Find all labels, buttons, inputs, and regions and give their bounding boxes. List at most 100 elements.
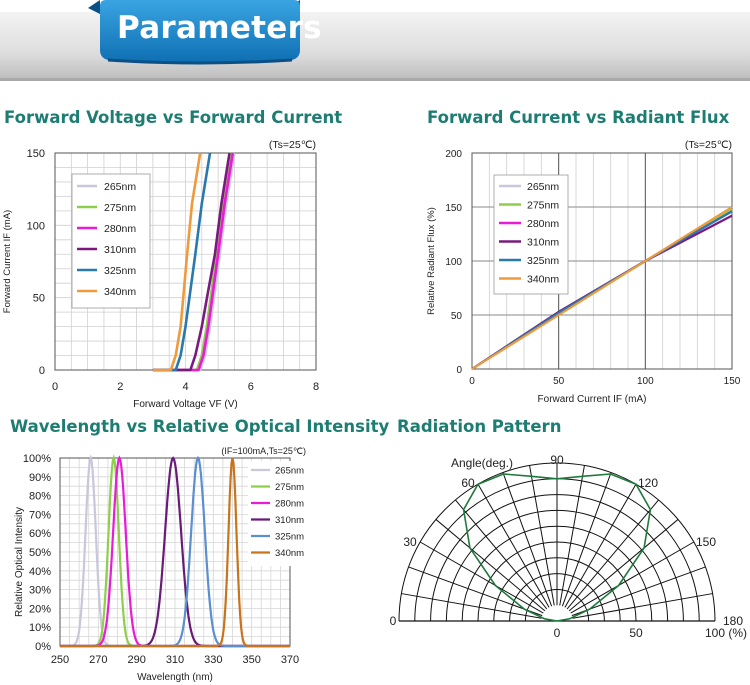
angle-tick-label: 0	[390, 614, 397, 628]
legend-label: 275nm	[104, 202, 136, 214]
radiant-flux-chart: 0 50 100 150 0 50 100 150 200 Forward Current IF …	[426, 139, 741, 405]
y-tick-label: 100%	[23, 453, 51, 465]
y-tick-label: 10%	[29, 622, 51, 634]
y-tick-label: 40%	[29, 566, 51, 578]
chart-annotation: (IF=100mA,Ts=25℃)	[221, 446, 306, 456]
polar-spoke	[401, 593, 542, 619]
x-tick-label: 100	[637, 376, 654, 387]
polar-spoke	[571, 566, 706, 617]
section-title-radiant-flux: Forward Current vs Radiant Flux	[427, 108, 730, 127]
series-line-325nm	[152, 152, 212, 372]
series-line-310nm	[152, 152, 231, 372]
angle-tick-label: 60	[461, 476, 475, 490]
x-tick-label: 310	[166, 654, 184, 666]
legend-box	[493, 174, 569, 295]
polar-spoke	[455, 499, 548, 610]
plot-frame	[471, 152, 733, 370]
banner-title: Parameters	[117, 10, 322, 46]
x-tick-label: 50	[553, 376, 565, 387]
radial-tick-label: 50	[629, 626, 643, 640]
y-axis-label: Relative Optical Intensity	[14, 507, 25, 617]
section-title-wavelength: Wavelength vs Relative Optical Intensity	[10, 417, 390, 436]
y-axis-label: Relative Radiant Flux (%)	[426, 207, 437, 315]
x-axis-label: Forward Current IF (mA)	[538, 394, 647, 405]
series-line-340nm	[152, 152, 202, 372]
x-axis-label: Forward Voltage VF (V)	[133, 399, 237, 410]
series-line-280nm	[152, 152, 235, 372]
series-line-340nm	[471, 206, 733, 370]
x-tick-label: 0	[469, 376, 475, 387]
y-tick-label: 200	[445, 149, 462, 160]
x-axis-label: Wavelength (nm)	[137, 672, 213, 683]
legend-label: 340nm	[104, 286, 136, 298]
polar-spoke	[568, 519, 679, 612]
chart-annotation: (Ts=25℃)	[269, 139, 316, 151]
legend-label: 325nm	[275, 532, 304, 543]
polar-spoke	[408, 566, 543, 617]
y-tick-label: 70%	[29, 509, 51, 521]
y-tick-label: 100	[445, 257, 462, 268]
series-line-275nm	[152, 152, 233, 372]
y-tick-label: 100	[27, 220, 45, 232]
y-tick-label: 50	[33, 293, 45, 305]
x-tick-label: 2	[117, 381, 123, 393]
polar-spoke	[435, 519, 546, 612]
x-tick-label: 350	[242, 654, 260, 666]
radial-tick-label: 100 (%)	[705, 626, 747, 640]
legend-label: 280nm	[104, 223, 136, 235]
legend-label: 280nm	[527, 218, 559, 230]
legend-box	[71, 173, 151, 309]
polar-spoke	[572, 593, 713, 619]
legend-box	[248, 461, 310, 566]
legend-label: 265nm	[275, 466, 304, 477]
x-tick-label: 150	[724, 376, 741, 387]
legend-label: 310nm	[527, 237, 559, 249]
radiation-pattern-line	[462, 473, 652, 622]
legend-label: 265nm	[527, 181, 559, 193]
polar-spoke	[564, 483, 637, 608]
section-title-radiation-pattern: Radiation Pattern	[397, 417, 562, 436]
x-tick-label: 370	[281, 654, 299, 666]
angle-tick-label: 150	[696, 535, 716, 549]
legend-label: 325nm	[104, 265, 136, 277]
radiation-pattern-chart: 0 30 60 90 120 150 180 Angle(deg.) 0 50 100 (%)	[390, 453, 747, 640]
legend-label: 340nm	[275, 548, 304, 559]
y-axis-label: Forward Current IF (mA)	[2, 210, 13, 313]
polar-spoke	[561, 472, 612, 607]
radial-tick-label: 0	[554, 626, 561, 640]
angle-axis-label: Angle(deg.)	[451, 456, 513, 470]
series-line-265nm	[152, 152, 236, 372]
y-tick-label: 0%	[35, 641, 51, 653]
x-tick-label: 6	[248, 381, 254, 393]
y-tick-label: 50	[451, 311, 463, 322]
polar-spoke	[566, 499, 659, 610]
x-tick-label: 0	[52, 381, 58, 393]
polar-spoke	[559, 465, 585, 606]
polar-spoke	[502, 472, 553, 607]
y-tick-label: 50%	[29, 547, 51, 559]
legend-label: 340nm	[527, 274, 559, 286]
legend-label: 280nm	[275, 499, 304, 510]
angle-tick-label: 90	[550, 453, 564, 467]
series-line-340nm	[60, 457, 290, 648]
forward-voltage-chart: 0 2 4 6 8 0 50 100 150 Forward Voltage VF (V) Forw…	[2, 139, 319, 410]
y-tick-label: 20%	[29, 603, 51, 615]
polar-spoke	[570, 541, 695, 614]
legend-label: 265nm	[104, 181, 136, 193]
x-tick-label: 270	[89, 654, 107, 666]
polar-spoke	[529, 465, 555, 606]
x-tick-label: 330	[204, 654, 222, 666]
x-tick-label: 4	[182, 381, 188, 393]
legend-label: 275nm	[527, 200, 559, 212]
x-tick-label: 8	[313, 381, 319, 393]
angle-tick-label: 180	[723, 614, 743, 628]
angle-tick-label: 120	[638, 476, 658, 490]
legend-label: 310nm	[275, 515, 304, 526]
y-tick-label: 0	[39, 365, 45, 377]
polar-spoke	[419, 541, 544, 614]
legend-label: 310nm	[104, 244, 136, 256]
y-tick-label: 30%	[29, 585, 51, 597]
y-tick-label: 150	[27, 148, 45, 160]
y-tick-label: 150	[445, 203, 462, 214]
section-title-forward-voltage: Forward Voltage vs Forward Current	[4, 108, 343, 127]
